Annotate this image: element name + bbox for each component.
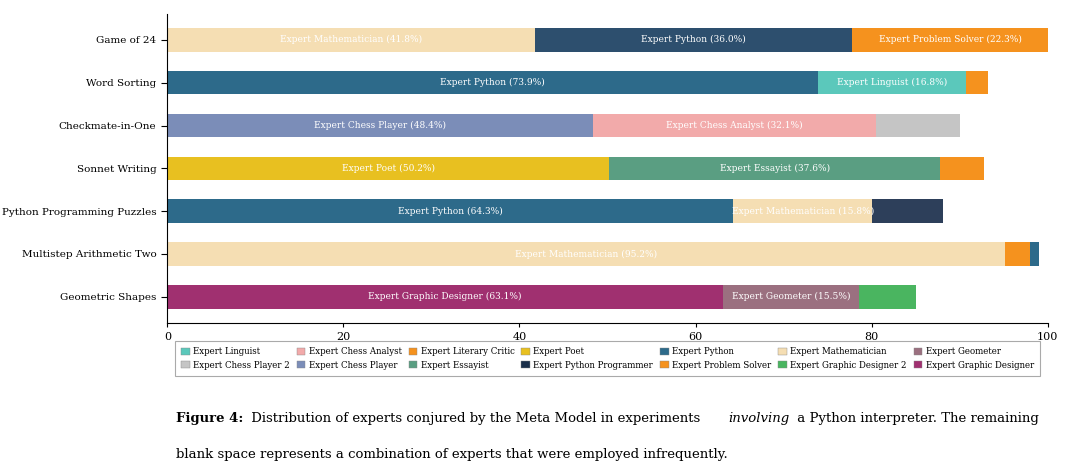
Bar (167, 28, 536, 52)
Text: Expert Mathematician (95.2%): Expert Mathematician (95.2%) (515, 250, 658, 259)
Legend: Expert Linguist, Expert Chess Player 2, Expert Chess Analyst, Expert Chess Playe: Expert Linguist, Expert Chess Player 2, … (175, 341, 1040, 376)
Text: a Python interpreter. The remaining: a Python interpreter. The remaining (793, 412, 1039, 425)
Bar (1030, 242, 1039, 266)
Bar (966, 71, 988, 94)
Bar (167, 114, 593, 137)
Text: Expert Problem Solver (22.3%): Expert Problem Solver (22.3%) (879, 35, 1022, 45)
Text: Expert Python (36.0%): Expert Python (36.0%) (642, 35, 746, 45)
Text: Expert Mathematician (41.8%): Expert Mathematician (41.8%) (281, 35, 422, 45)
Text: Expert Graphic Designer (63.1%): Expert Graphic Designer (63.1%) (368, 292, 522, 301)
Bar (873, 199, 943, 223)
Bar (733, 199, 873, 223)
Bar (167, 71, 818, 94)
Text: Expert Python (64.3%): Expert Python (64.3%) (399, 207, 503, 216)
Text: Expert Essayist (37.6%): Expert Essayist (37.6%) (719, 164, 829, 173)
X-axis label: Percentage (%): Percentage (%) (562, 347, 653, 360)
Bar (167, 157, 609, 180)
Text: Expert Poet (50.2%): Expert Poet (50.2%) (342, 164, 435, 173)
Text: Expert Python (73.9%): Expert Python (73.9%) (441, 78, 545, 87)
Text: Expert Linguist (16.8%): Expert Linguist (16.8%) (837, 78, 947, 87)
Bar (876, 114, 959, 137)
Text: Distribution of experts conjured by the Meta Model in experiments: Distribution of experts conjured by the … (247, 412, 704, 425)
Text: blank space represents a combination of experts that were employed infrequently.: blank space represents a combination of … (176, 447, 728, 461)
Text: involving: involving (728, 412, 789, 425)
Bar (167, 242, 1005, 266)
Bar (536, 28, 852, 52)
Bar (852, 28, 1049, 52)
Bar (1005, 242, 1030, 266)
Text: Expert Geometer (15.5%): Expert Geometer (15.5%) (732, 292, 850, 301)
Bar (941, 157, 984, 180)
Bar (723, 285, 860, 309)
Bar (167, 199, 733, 223)
Text: Expert Chess Analyst (32.1%): Expert Chess Analyst (32.1%) (666, 121, 804, 130)
Bar (167, 285, 723, 309)
Bar (818, 71, 966, 94)
Text: Expert Chess Player (48.4%): Expert Chess Player (48.4%) (314, 121, 446, 130)
Bar (609, 157, 941, 180)
Text: Figure 4:: Figure 4: (176, 412, 244, 425)
Bar (593, 114, 876, 137)
Text: Expert Mathematician (15.8%): Expert Mathematician (15.8%) (732, 207, 874, 216)
Bar (860, 285, 917, 309)
